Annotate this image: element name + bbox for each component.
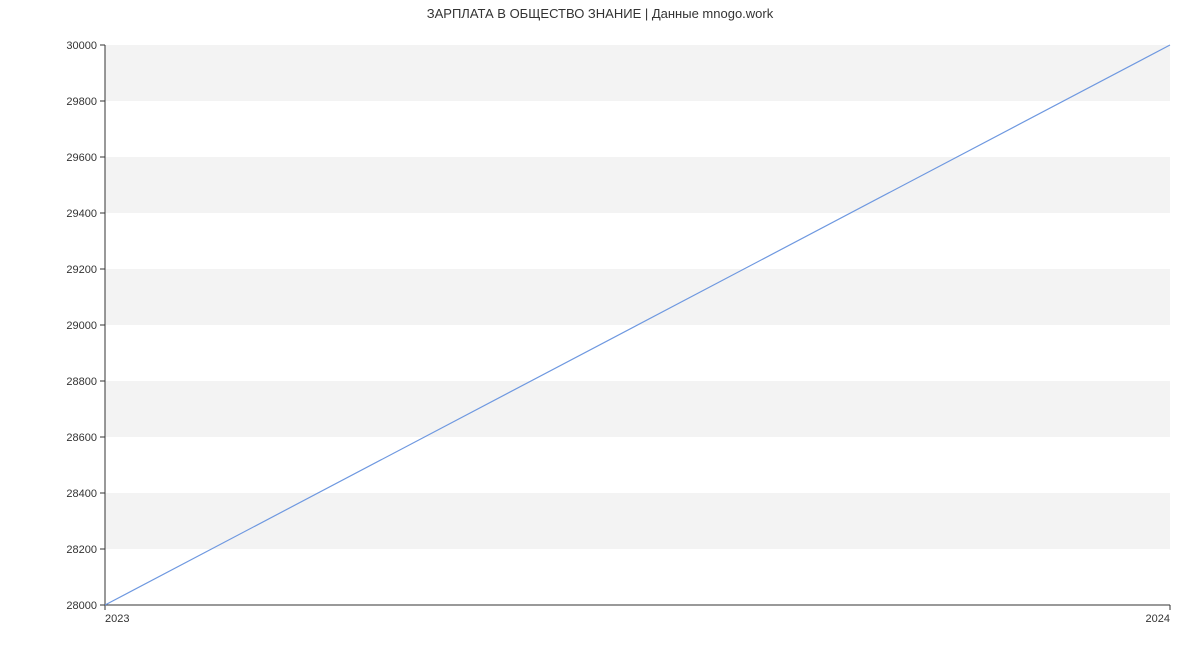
svg-text:29800: 29800	[66, 96, 97, 108]
svg-text:2023: 2023	[105, 613, 129, 625]
chart-title: ЗАРПЛАТА В ОБЩЕСТВО ЗНАНИЕ | Данные mnog…	[0, 6, 1200, 21]
svg-text:2024: 2024	[1146, 613, 1170, 625]
svg-text:29600: 29600	[66, 152, 97, 164]
svg-text:30000: 30000	[66, 40, 97, 52]
svg-text:28400: 28400	[66, 488, 97, 500]
svg-text:28000: 28000	[66, 600, 97, 612]
svg-text:28200: 28200	[66, 544, 97, 556]
svg-text:29200: 29200	[66, 264, 97, 276]
salary-line-chart: ЗАРПЛАТА В ОБЩЕСТВО ЗНАНИЕ | Данные mnog…	[0, 0, 1200, 650]
svg-text:29400: 29400	[66, 208, 97, 220]
svg-text:28600: 28600	[66, 432, 97, 444]
chart-svg: 28000 28200 28400 28600 28800 29000 29200 29400…	[0, 0, 1200, 650]
svg-text:28800: 28800	[66, 376, 97, 388]
svg-text:29000: 29000	[66, 320, 97, 332]
